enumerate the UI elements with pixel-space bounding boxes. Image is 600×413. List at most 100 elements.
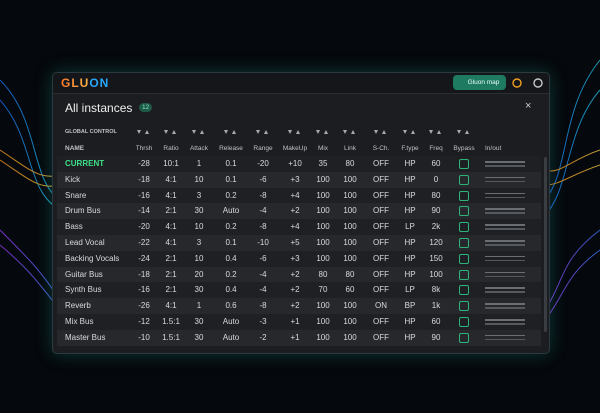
- cell-value: +1: [290, 332, 300, 342]
- cell-value: -4: [259, 206, 267, 216]
- sort-up[interactable]: [172, 130, 176, 134]
- bypass-checkbox[interactable]: [459, 159, 469, 169]
- bypass-checkbox[interactable]: [459, 206, 469, 217]
- cell-value: -6: [259, 253, 267, 263]
- cell-value: +2: [290, 301, 300, 311]
- table-row[interactable]: [57, 314, 541, 330]
- sort-up[interactable]: [465, 130, 469, 134]
- table-row[interactable]: [57, 187, 541, 204]
- cell-value: OFF: [373, 174, 389, 184]
- bypass-checkbox[interactable]: [459, 285, 469, 296]
- cell-value: -4: [259, 269, 267, 279]
- close-button[interactable]: ×: [525, 100, 532, 112]
- count-badge: 12: [139, 103, 153, 112]
- sort-down[interactable]: [343, 130, 347, 134]
- column-header: Release: [219, 145, 243, 152]
- sort-up[interactable]: [145, 130, 149, 134]
- table-row[interactable]: [57, 250, 541, 267]
- meter-in: [485, 319, 525, 321]
- sort-up[interactable]: [264, 130, 268, 134]
- table-row[interactable]: [57, 235, 541, 251]
- sort-down[interactable]: [316, 130, 320, 134]
- sort-down[interactable]: [457, 130, 461, 134]
- table-row[interactable]: [57, 203, 541, 220]
- sort-down[interactable]: [374, 130, 378, 134]
- cell-value: 4:1: [165, 238, 177, 247]
- meter-in: [485, 161, 525, 163]
- sort-up[interactable]: [324, 130, 328, 134]
- cell-value: BP: [404, 301, 416, 311]
- cell-value: 1k: [431, 301, 441, 311]
- sort-up[interactable]: [200, 130, 204, 134]
- table-row[interactable]: [57, 266, 541, 283]
- sort-up[interactable]: [437, 130, 441, 134]
- cell-value: -28: [138, 159, 150, 168]
- table-row[interactable]: [57, 298, 541, 314]
- sort-up[interactable]: [232, 130, 236, 134]
- sort-down[interactable]: [429, 130, 433, 134]
- bypass-checkbox[interactable]: [459, 301, 469, 312]
- sort-down[interactable]: [164, 130, 168, 134]
- sort-down[interactable]: [224, 130, 228, 134]
- cell-value: 30: [194, 285, 204, 295]
- cell-value: 0.2: [225, 222, 237, 232]
- cell-value: 2:1: [165, 285, 177, 295]
- sort-down[interactable]: [192, 130, 196, 134]
- column-header: Range: [253, 145, 273, 152]
- sort-up[interactable]: [382, 130, 386, 134]
- table-row[interactable]: [57, 156, 541, 172]
- sort-down[interactable]: [403, 130, 407, 134]
- refresh-icon[interactable]: [512, 78, 522, 88]
- sort-up[interactable]: [351, 130, 355, 134]
- cell-value: 100: [343, 190, 357, 200]
- sort-down[interactable]: [137, 130, 141, 134]
- cell-value: Auto: [222, 206, 240, 216]
- cell-value: HP: [404, 332, 416, 342]
- table-row[interactable]: [57, 282, 541, 299]
- cell-value: 8k: [431, 285, 441, 295]
- cell-value: 0.2: [225, 190, 237, 200]
- bypass-checkbox[interactable]: [459, 238, 469, 248]
- sort-down[interactable]: [256, 130, 260, 134]
- bypass-checkbox[interactable]: [459, 269, 469, 280]
- cell-value: +2: [290, 206, 300, 216]
- cell-value: +3: [290, 253, 300, 263]
- sort-up[interactable]: [296, 130, 300, 134]
- scrollbar[interactable]: [544, 157, 547, 332]
- meter-in: [485, 240, 525, 242]
- sort-down[interactable]: [288, 130, 292, 134]
- cell-value: OFF: [373, 190, 389, 200]
- bypass-checkbox[interactable]: [459, 253, 469, 264]
- table-row[interactable]: [57, 329, 541, 346]
- meter-out: [485, 338, 525, 341]
- cell-value: -14: [138, 206, 150, 216]
- bypass-checkbox[interactable]: [459, 222, 469, 233]
- meter-out: [485, 212, 525, 214]
- cell-value: +3: [290, 174, 300, 184]
- cell-value: 1.5:1: [162, 317, 180, 326]
- cell-value: 100: [343, 222, 357, 232]
- logo: GLUON: [61, 76, 110, 90]
- gluon-map-button[interactable]: Gluon map: [453, 75, 506, 90]
- cell-value: 10: [194, 222, 204, 232]
- cell-value: -10: [257, 238, 269, 247]
- table-row[interactable]: [57, 171, 541, 188]
- bypass-checkbox[interactable]: [459, 332, 469, 343]
- cell-value: -18: [138, 269, 150, 279]
- table-row[interactable]: [57, 219, 541, 235]
- settings-icon[interactable]: [533, 78, 543, 88]
- cell-value: 3: [196, 190, 202, 200]
- cell-value: HP: [404, 190, 416, 200]
- cell-value: 0.6: [225, 301, 237, 311]
- sort-up[interactable]: [411, 130, 415, 134]
- bypass-checkbox[interactable]: [459, 190, 469, 201]
- cell-value: +4: [290, 190, 300, 200]
- cell-value: 90: [431, 206, 441, 216]
- cell-value: 1: [196, 301, 202, 311]
- bypass-checkbox[interactable]: [459, 174, 469, 185]
- meter-out: [485, 228, 525, 230]
- meter-in: [485, 287, 525, 289]
- bypass-checkbox[interactable]: [459, 317, 469, 327]
- cell-value: 80: [318, 269, 328, 279]
